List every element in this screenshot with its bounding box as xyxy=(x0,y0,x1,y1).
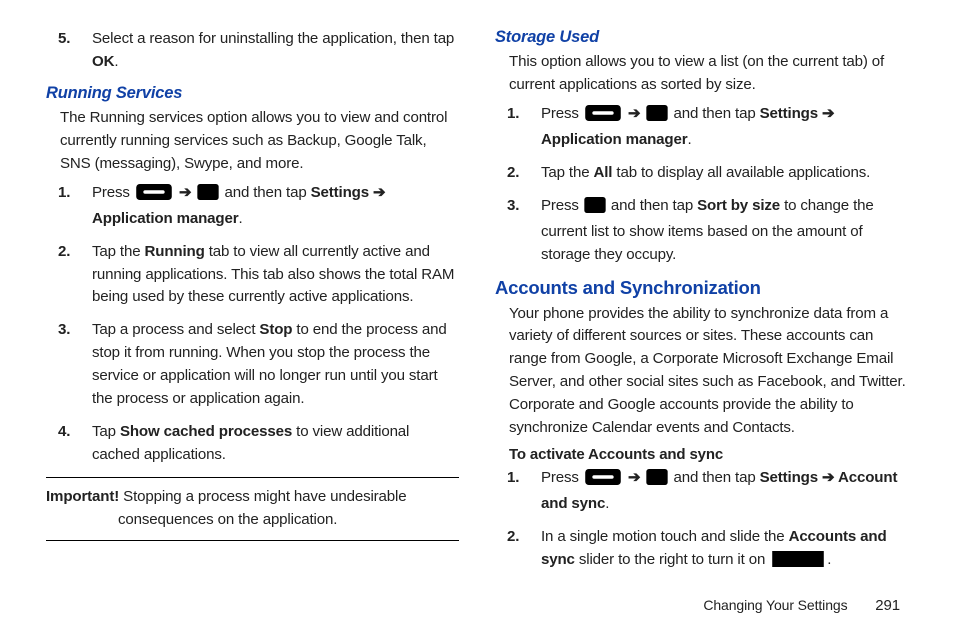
page: 5. Select a reason for uninstalling the … xyxy=(0,0,954,595)
settings-label: Settings xyxy=(311,184,369,201)
step-text: and then tap xyxy=(220,184,310,201)
step-number: 5. xyxy=(58,28,70,51)
stop-label: Stop xyxy=(259,321,292,338)
step-number: 1. xyxy=(507,103,519,126)
step-text: Select a reason for uninstalling the app… xyxy=(92,30,454,47)
menu-icon xyxy=(583,197,607,221)
step-text: slider to the right to turn it on xyxy=(575,551,769,568)
step-number: 2. xyxy=(507,526,519,549)
step-number: 3. xyxy=(58,319,70,342)
page-footer: Changing Your Settings 291 xyxy=(703,597,900,614)
left-column: 5. Select a reason for uninstalling the … xyxy=(46,28,459,585)
list-item: 3. Press and then tap Sort by size to ch… xyxy=(495,195,908,267)
step-text: Press xyxy=(541,469,583,486)
step-text: Tap a process and select xyxy=(92,321,259,338)
arrow-icon: ➔ xyxy=(627,105,641,122)
list-item: 4. Tap Show cached processes to view add… xyxy=(46,421,459,467)
list-item: 2. Tap the Running tab to view all curre… xyxy=(46,241,459,310)
right-column: Storage Used This option allows you to v… xyxy=(495,28,908,585)
divider xyxy=(46,477,459,478)
storage-used-steps: 1. Press ➔ and then tap Settings ➔ Appli… xyxy=(495,103,908,267)
list-item: 1. Press ➔ and then tap Settings ➔ Appli… xyxy=(495,103,908,152)
step-text: Tap xyxy=(92,423,120,440)
step-text: Press xyxy=(541,105,583,122)
important-label: Important! xyxy=(46,488,119,505)
uninstall-step-list: 5. Select a reason for uninstalling the … xyxy=(46,28,459,74)
period: . xyxy=(605,495,609,512)
list-item: 2. Tap the All tab to display all availa… xyxy=(495,162,908,185)
important-text: Stopping a process might have undesirabl… xyxy=(118,488,407,528)
home-icon xyxy=(583,105,623,129)
storage-used-heading: Storage Used xyxy=(495,28,908,47)
divider xyxy=(46,540,459,541)
list-item: 3. Tap a process and select Stop to end … xyxy=(46,319,459,411)
step-text: Press xyxy=(541,197,583,214)
all-tab-label: All xyxy=(594,164,613,181)
ok-label: OK xyxy=(92,53,114,70)
arrow-icon: ➔ xyxy=(178,184,192,201)
period: . xyxy=(827,551,831,568)
storage-used-intro: This option allows you to view a list (o… xyxy=(509,51,908,97)
home-icon xyxy=(583,469,623,493)
home-icon xyxy=(134,184,174,208)
step-number: 2. xyxy=(58,241,70,264)
arrow-text: ➔ xyxy=(818,105,835,122)
step-text: Tap the xyxy=(541,164,594,181)
step-number: 3. xyxy=(507,195,519,218)
period: . xyxy=(114,53,118,70)
step-text: In a single motion touch and slide the xyxy=(541,528,789,545)
arrow-icon: ➔ xyxy=(627,469,641,486)
menu-icon xyxy=(645,469,669,493)
important-note: Important! Stopping a process might have… xyxy=(46,486,459,532)
activate-accounts-subhead: To activate Accounts and sync xyxy=(509,446,908,463)
step-text: and then tap xyxy=(669,469,759,486)
step-text: tab to display all available application… xyxy=(612,164,870,181)
arrow-text: ➔ xyxy=(818,469,838,486)
arrow-text: ➔ xyxy=(369,184,386,201)
running-tab-label: Running xyxy=(145,243,205,260)
settings-label: Settings xyxy=(760,469,818,486)
footer-section: Changing Your Settings xyxy=(703,597,847,613)
running-services-intro: The Running services option allows you t… xyxy=(60,107,459,176)
app-manager-label: Application manager xyxy=(541,131,687,148)
accounts-sync-heading: Accounts and Synchronization xyxy=(495,277,908,299)
list-item: 2. In a single motion touch and slide th… xyxy=(495,526,908,575)
on-toggle-icon xyxy=(769,551,827,575)
show-cached-label: Show cached processes xyxy=(120,423,292,440)
list-item: 5. Select a reason for uninstalling the … xyxy=(46,28,459,74)
period: . xyxy=(687,131,691,148)
step-text: Tap the xyxy=(92,243,145,260)
step-number: 4. xyxy=(58,421,70,444)
step-text: and then tap xyxy=(607,197,697,214)
sort-by-size-label: Sort by size xyxy=(697,197,780,214)
accounts-sync-intro: Your phone provides the ability to synch… xyxy=(509,303,908,441)
period: . xyxy=(238,210,242,227)
app-manager-label: Application manager xyxy=(92,210,238,227)
list-item: 1. Press ➔ and then tap Settings ➔ Accou… xyxy=(495,467,908,516)
menu-icon xyxy=(645,105,669,129)
step-number: 1. xyxy=(58,182,70,205)
running-services-steps: 1. Press ➔ and then tap Settings ➔ Appli… xyxy=(46,182,459,467)
settings-label: Settings xyxy=(760,105,818,122)
step-text: Press xyxy=(92,184,134,201)
menu-icon xyxy=(196,184,220,208)
running-services-heading: Running Services xyxy=(46,84,459,103)
list-item: 1. Press ➔ and then tap Settings ➔ Appli… xyxy=(46,182,459,231)
accounts-sync-steps: 1. Press ➔ and then tap Settings ➔ Accou… xyxy=(495,467,908,575)
step-number: 2. xyxy=(507,162,519,185)
step-number: 1. xyxy=(507,467,519,490)
step-text: and then tap xyxy=(669,105,759,122)
page-number: 291 xyxy=(875,597,900,614)
